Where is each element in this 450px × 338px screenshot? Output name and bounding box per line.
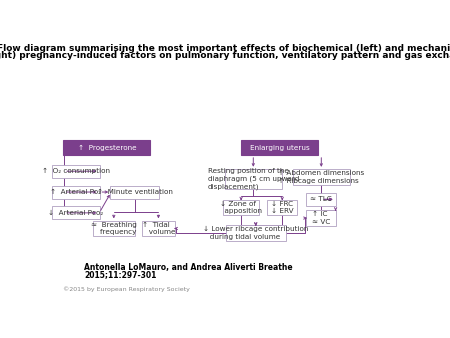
- FancyBboxPatch shape: [241, 140, 318, 155]
- FancyBboxPatch shape: [225, 169, 282, 189]
- Text: ↓  Arterial Pco₂: ↓ Arterial Pco₂: [48, 210, 104, 216]
- Text: ↓ FRC
↓ ERV: ↓ FRC ↓ ERV: [271, 201, 293, 214]
- Text: Enlarging uterus: Enlarging uterus: [250, 145, 309, 151]
- Text: ↑  Tidal
   volume: ↑ Tidal volume: [142, 222, 175, 235]
- Text: 2015;11:297-301: 2015;11:297-301: [84, 270, 157, 279]
- FancyBboxPatch shape: [226, 225, 286, 241]
- Text: ↑ IC
≈ VC: ↑ IC ≈ VC: [312, 211, 330, 225]
- Text: Flow diagram summarising the most important effects of biochemical (left) and me: Flow diagram summarising the most import…: [0, 45, 450, 53]
- Text: ©2015 by European Respiratory Society: ©2015 by European Respiratory Society: [63, 287, 190, 292]
- FancyBboxPatch shape: [267, 200, 297, 215]
- Text: ↑  Arterial Po₂: ↑ Arterial Po₂: [50, 189, 101, 195]
- FancyBboxPatch shape: [52, 206, 100, 219]
- Text: ↑  O₂ consumption: ↑ O₂ consumption: [42, 168, 110, 174]
- FancyBboxPatch shape: [63, 140, 150, 155]
- Text: ≈ TLC: ≈ TLC: [310, 196, 332, 202]
- FancyBboxPatch shape: [52, 165, 100, 178]
- Text: ↑  Progesterone: ↑ Progesterone: [77, 145, 136, 151]
- Text: ↓ Zone of
  apposition: ↓ Zone of apposition: [220, 201, 262, 214]
- Text: ↑  Minute ventilation: ↑ Minute ventilation: [97, 189, 173, 195]
- FancyBboxPatch shape: [223, 200, 259, 215]
- FancyBboxPatch shape: [306, 210, 336, 226]
- Text: Antonella LoMauro, and Andrea Aliverti Breathe: Antonella LoMauro, and Andrea Aliverti B…: [84, 263, 293, 272]
- FancyBboxPatch shape: [292, 169, 350, 185]
- FancyBboxPatch shape: [93, 221, 135, 236]
- Text: Resting position of the
diaphragm (5 cm upward
displacement): Resting position of the diaphragm (5 cm …: [207, 168, 299, 190]
- Text: (right) pregnancy-induced factors on pulmonary function, ventilatory pattern and: (right) pregnancy-induced factors on pul…: [0, 51, 450, 61]
- Text: ≈  Breathing
    frequency: ≈ Breathing frequency: [91, 222, 137, 235]
- FancyBboxPatch shape: [142, 221, 175, 236]
- FancyBboxPatch shape: [52, 186, 100, 198]
- Text: ↓ Lower ribcage contribution
   during tidal volume: ↓ Lower ribcage contribution during tida…: [203, 226, 308, 240]
- FancyBboxPatch shape: [306, 193, 336, 206]
- Text: ↑ Abdomen dimensions
↑ Ribcage dimensions: ↑ Abdomen dimensions ↑ Ribcage dimension…: [278, 170, 365, 184]
- FancyBboxPatch shape: [111, 186, 159, 198]
